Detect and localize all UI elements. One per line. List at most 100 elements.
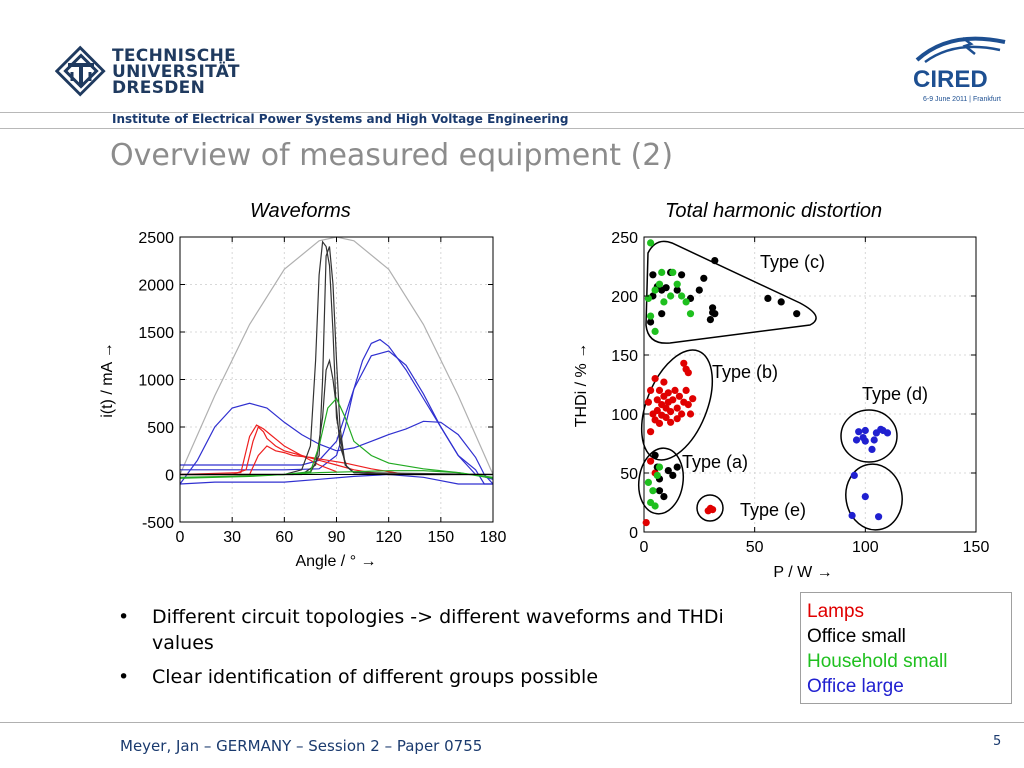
thd-point-series-0 [680, 359, 688, 367]
thd-point-series-2 [651, 502, 659, 510]
page-number: 5 [993, 734, 1002, 749]
waveforms-y-tick-label: 1000 [138, 373, 174, 390]
thd-point-series-1 [793, 310, 801, 318]
thd-point-series-3 [883, 429, 892, 437]
thd-point-series-1 [711, 257, 719, 265]
thd-point-series-0 [655, 386, 664, 394]
waveforms-x-tick-label: 0 [176, 529, 185, 546]
waveforms-chart-title: Waveforms [250, 200, 351, 222]
thd-point-series-1 [655, 487, 664, 495]
thd-point-series-1 [764, 294, 772, 302]
bullet-item: • Different circuit topologies -> differe… [118, 606, 724, 654]
thd-point-series-0 [647, 386, 655, 394]
thd-point-series-0 [655, 419, 664, 427]
thd-point-series-3 [855, 428, 863, 436]
thd-point-series-1 [695, 286, 703, 294]
legend-lamps: Lamps [807, 601, 865, 622]
waveform-series-6 [179, 424, 337, 476]
thd-y-tick-label: 50 [620, 466, 638, 483]
waveforms-y-tick-label: 500 [147, 420, 174, 437]
footer-rule [0, 722, 1024, 723]
thd-point-series-3 [850, 471, 858, 479]
waveforms-y-tick-label: 2500 [138, 230, 174, 247]
thd-point-series-0 [651, 375, 659, 383]
thd-point-series-2 [647, 239, 655, 247]
thd-point-series-2 [669, 268, 677, 276]
thd-point-series-1 [673, 286, 681, 294]
type-c-group-outline [645, 240, 817, 344]
thd-point-series-0 [667, 408, 675, 416]
thd-chart-title: Total harmonic distortion [665, 200, 883, 222]
thd-point-series-2 [651, 286, 659, 294]
thd-point-series-1 [673, 463, 681, 471]
thd-x-tick-label: 0 [640, 539, 649, 556]
thd-point-series-1 [678, 271, 686, 279]
thd-point-series-2 [667, 292, 675, 300]
header-rule-bottom [0, 128, 1024, 129]
annotation-type-c: Type (c) [760, 252, 825, 272]
thd-point-series-0 [675, 392, 683, 400]
thd-point-series-0 [647, 457, 655, 465]
thd-point-series-3 [868, 445, 876, 453]
thd-point-series-2 [649, 487, 657, 495]
thd-point-series-0 [653, 406, 661, 415]
thd-point-series-1 [662, 284, 670, 292]
thd-point-series-0 [671, 386, 679, 394]
cired-logo: CIRED 6-9 June 2011 | Frankfurt [913, 36, 1006, 103]
waveforms-y-tick-label: 0 [165, 468, 174, 485]
thd-point-series-0 [660, 378, 668, 386]
thd-point-series-0 [662, 413, 670, 422]
thd-point-series-1 [664, 467, 672, 475]
thd-y-tick-label: 0 [629, 525, 638, 542]
thd-point-series-1 [706, 316, 714, 324]
thd-point-series-3 [861, 437, 869, 445]
bullet-dot-icon: • [118, 606, 130, 628]
thd-point-series-2 [647, 312, 655, 320]
tu-dresden-wordmark: TECHNISCHE UNIVERSITÄT DRESDEN [112, 46, 240, 98]
legend-office-large: Office large [807, 676, 904, 697]
thd-point-series-3 [870, 436, 878, 444]
thd-point-series-0 [709, 506, 717, 514]
thd-point-series-1 [777, 298, 785, 306]
header-rule-top [0, 112, 1024, 113]
waveform-series-12 [179, 470, 494, 479]
thd-point-series-0 [669, 396, 677, 404]
waveforms-y-tick-label: 1500 [138, 325, 174, 342]
waveforms-chart: 0 30 60 90 120 150 180-50005001000150020002500… [99, 230, 506, 570]
waveforms-x-tick-label: 150 [427, 529, 454, 546]
thd-point-series-0 [689, 395, 697, 403]
thd-point-series-1 [709, 304, 717, 312]
thd-point-series-0 [684, 401, 692, 409]
thd-point-series-0 [647, 428, 655, 436]
thd-point-series-0 [644, 398, 652, 406]
thd-point-series-3 [852, 436, 861, 444]
thd-point-series-0 [682, 386, 690, 394]
thd-point-series-1 [647, 318, 655, 326]
waveform-series-10 [180, 358, 494, 476]
thd-point-series-0 [667, 418, 675, 426]
type-d-group-outline [840, 409, 898, 463]
thd-point-series-1 [711, 310, 719, 318]
waveforms-x-tick-label: 60 [275, 529, 293, 546]
thd-x-tick-label: 150 [963, 539, 990, 556]
thd-point-series-0 [684, 369, 692, 377]
thd-x-tick-label: 100 [852, 539, 879, 556]
waveform-series-7 [180, 445, 407, 476]
thd-point-series-0 [653, 396, 661, 404]
logo-line-3: DRESDEN [112, 78, 206, 98]
annotation-type-e: Type (e) [740, 500, 806, 520]
waveforms-x-axis-label: Angle / ° → [295, 553, 376, 570]
waveforms-y-tick-label: 2000 [138, 278, 174, 295]
thd-x-tick-label: 50 [746, 539, 764, 556]
annotation-type-d: Type (d) [862, 384, 928, 404]
waveform-series-4 [179, 473, 493, 485]
thd-point-series-1 [700, 274, 708, 282]
thd-point-series-2 [686, 310, 695, 318]
thd-y-tick-label: 150 [611, 348, 638, 365]
logo-line-1: TECHNISCHE [112, 46, 237, 66]
waveforms-y-axis-label: i(t) / mA → [99, 342, 116, 418]
slide-title: Overview of measured equipment (2) [110, 138, 674, 173]
waveforms-x-tick-label: 120 [375, 529, 402, 546]
thd-x-axis-label: P / W → [773, 564, 832, 581]
thd-point-series-2 [673, 280, 681, 288]
